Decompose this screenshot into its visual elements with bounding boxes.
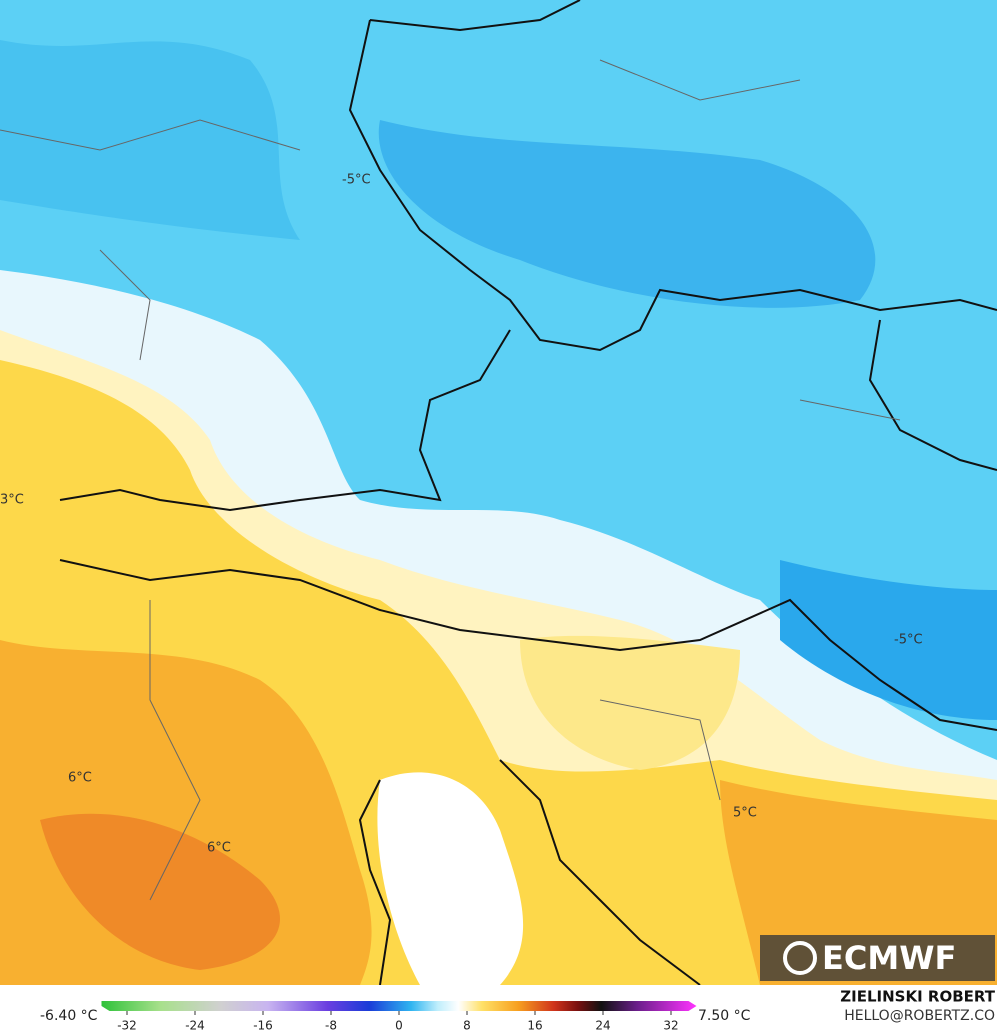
borders xyxy=(0,0,997,986)
colorbar-tick-label: 8 xyxy=(463,1019,471,1033)
colorbar-tick-label: 32 xyxy=(663,1019,678,1033)
contour-label: -5°C xyxy=(894,633,923,648)
contour-label: 3°C xyxy=(0,493,24,508)
logo-text: ECMWF xyxy=(822,939,956,977)
logo-icon xyxy=(783,941,817,975)
colorbar-tick-label: 24 xyxy=(595,1019,610,1033)
colorbar-tick-label: 16 xyxy=(527,1019,542,1033)
credit-email: HELLO@ROBERTZ.CO xyxy=(844,1008,995,1024)
colorbar-tick-label: -24 xyxy=(185,1019,205,1033)
colorbar-tick-label: -32 xyxy=(117,1019,137,1033)
colorbar-tick-label: -16 xyxy=(253,1019,273,1033)
map-field xyxy=(0,0,997,985)
logo: ECMWF xyxy=(760,935,995,981)
credit-name: ZIELINSKI ROBERT xyxy=(840,988,995,1006)
colorbar-bar xyxy=(101,1001,697,1011)
contour-label: 6°C xyxy=(68,771,92,786)
contour-label: 6°C xyxy=(207,841,231,856)
contour-label: 5°C xyxy=(733,806,757,821)
colorbar-tick-label: 0 xyxy=(395,1019,403,1033)
contour-label: -5°C xyxy=(342,173,371,188)
colorbar-min-label: -6.40 °C xyxy=(40,1008,98,1024)
colorbar: -32 -24 -16 -8 0 8 16 24 32 xyxy=(101,1001,697,1033)
contour-labels: -5°C 3°C 6°C 6°C 5°C -5°C xyxy=(0,173,923,856)
colorbar-tick-label: -8 xyxy=(325,1019,337,1033)
colorbar-max-label: 7.50 °C xyxy=(698,1008,751,1024)
